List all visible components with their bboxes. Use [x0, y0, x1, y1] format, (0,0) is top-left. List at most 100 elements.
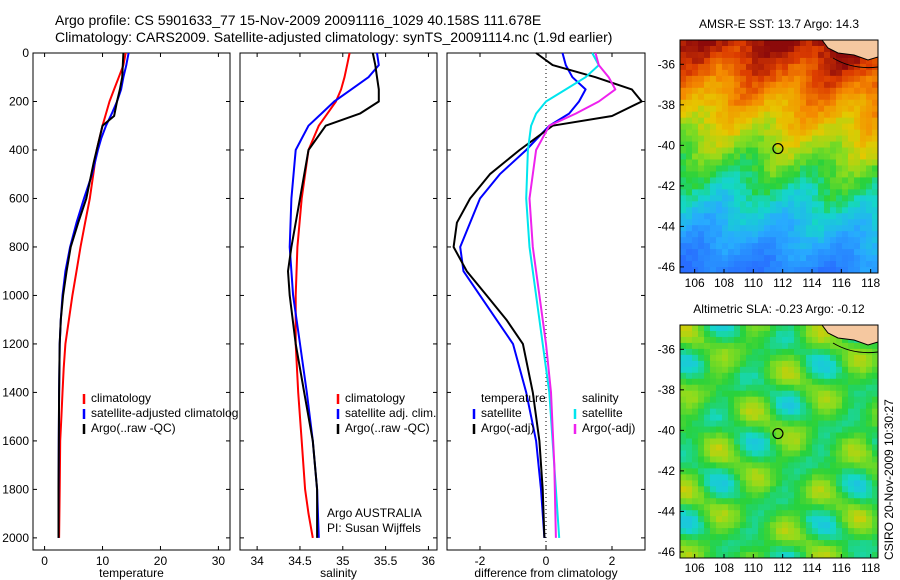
- legend-heading: temperature: [481, 391, 546, 405]
- argo-position-marker: [772, 142, 784, 155]
- y-tick-label: 600: [9, 191, 29, 205]
- sst-map-y-tick-label: -40: [658, 138, 676, 152]
- header-line1: Argo profile: CS 5901633_77 15-Nov-2009 …: [55, 12, 542, 28]
- y-tick-label: 1200: [2, 337, 29, 351]
- salinity-x-axis-label: salinity: [320, 566, 357, 580]
- sla-map-y-tick-label: -40: [658, 423, 676, 437]
- legend-entry: climatology: [345, 391, 405, 405]
- sst-map-x-tick-label: 110: [744, 276, 763, 290]
- legend-entry: satellite adj. clim.: [345, 406, 436, 420]
- sst-map-y-tick-label: -44: [658, 219, 676, 233]
- isobath-line: [832, 342, 878, 354]
- y-tick-label: 1600: [2, 434, 29, 448]
- series-line-salinity-argo-adj-: [528, 52, 617, 538]
- sla-map-x-tick-label: 116: [832, 561, 851, 575]
- y-tick-label: 1800: [2, 482, 29, 496]
- sst-map-y-tick-label: -46: [658, 260, 676, 274]
- salinity-x-tick-label: 36: [422, 554, 436, 568]
- panel-sla-map: Altimetric SLA: -0.23 Argo: -0.12 106 108 1…: [658, 302, 881, 575]
- temperature-x-tick-label: 10: [96, 554, 110, 568]
- argo-position-marker: [772, 427, 784, 440]
- panel-sst-map: AMSR-E SST: 13.7 Argo: 14.3 106 108 110 112 1…: [658, 17, 881, 290]
- argo-country-annotation: Argo AUSTRALIA: [327, 506, 422, 520]
- y-tick-label: 200: [9, 94, 29, 108]
- salinity-x-tick-label: 34: [250, 554, 264, 568]
- salinity-x-tick-label: 35.5: [374, 554, 398, 568]
- sla-map-x-tick-label: 112: [773, 561, 792, 575]
- sla-map-x-tick-label: 114: [802, 561, 821, 575]
- series-line-argo-raw-qc-: [287, 52, 380, 538]
- legend-heading: salinity: [582, 391, 619, 405]
- sst-map-heatmap: [680, 40, 878, 273]
- temperature-x-tick-label: 0: [41, 554, 48, 568]
- sst-map-x-tick-label: 108: [714, 276, 734, 290]
- difference-x-tick-label: -2: [475, 554, 486, 568]
- header-line2: Climatology: CARS2009. Satellite-adjuste…: [55, 29, 613, 45]
- isobath-line: [832, 57, 878, 69]
- sst-map-x-tick-label: 116: [832, 276, 851, 290]
- y-tick-label: 2000: [2, 531, 29, 545]
- sla-map-x-tick-label: 118: [861, 561, 880, 575]
- series-line-temperature-satellite: [459, 52, 587, 538]
- sst-map-x-tick-label: 106: [685, 276, 705, 290]
- sla-map-frame: [679, 324, 879, 559]
- series-line-climatology: [294, 52, 351, 539]
- legend-entry: Argo(-adj): [582, 421, 635, 435]
- sla-map-x-tick-label: 108: [714, 561, 734, 575]
- y-tick-label: 1000: [2, 288, 29, 302]
- land-patch: [821, 325, 878, 346]
- sst-map-title: AMSR-E SST: 13.7 Argo: 14.3: [699, 17, 859, 31]
- salinity-x-tick-label: 34.5: [288, 554, 312, 568]
- temperature-x-tick-label: 20: [154, 554, 168, 568]
- series-line-satellite-adj-clim-: [288, 52, 380, 538]
- salinity-frame: [239, 52, 438, 551]
- sst-map-y-tick-label: -38: [658, 98, 676, 112]
- series-line-salinity-satellite: [525, 52, 600, 538]
- temperature-frame: [32, 52, 231, 551]
- difference-x-tick-label: 2: [609, 554, 616, 568]
- sst-map-y-tick-label: -36: [658, 57, 676, 71]
- legend-entry: Argo(-adj): [481, 421, 534, 435]
- series-line-argo-raw-qc-: [57, 52, 125, 538]
- series-line-temperature-argo-adj-: [452, 52, 643, 538]
- sla-map-y-tick-label: -36: [658, 342, 676, 356]
- difference-legend: temperaturesatelliteArgo(-adj)salinitysa…: [472, 391, 635, 435]
- temperature-x-axis-label: temperature: [99, 566, 164, 580]
- sst-map-y-tick-label: -42: [658, 179, 676, 193]
- panel-temperature: 0 10 20 30 temperature: [32, 52, 231, 580]
- sla-map-title: Altimetric SLA: -0.23 Argo: -0.12: [693, 302, 865, 316]
- legend-entry: Argo(..raw -QC): [91, 421, 176, 435]
- panel-salinity: 34 34.5 35 35.5 36 salinity: [239, 52, 438, 580]
- legend-entry: Argo(..raw -QC): [345, 421, 430, 435]
- sla-map-y-tick-label: -42: [658, 464, 676, 478]
- difference-x-axis-label: difference from climatology: [474, 566, 617, 580]
- sst-map-x-tick-label: 114: [802, 276, 821, 290]
- y-tick-label: 0: [22, 46, 29, 60]
- sla-map-x-tick-label: 106: [685, 561, 705, 575]
- sla-map-heatmap: [680, 325, 878, 558]
- temperature-x-tick-label: 30: [212, 554, 226, 568]
- sla-map-y-tick-label: -46: [658, 545, 676, 559]
- y-tick-label: 400: [9, 143, 29, 157]
- y-tick-label: 800: [9, 240, 29, 254]
- sla-map-y-tick-label: -38: [658, 383, 676, 397]
- legend-entry: climatology: [91, 391, 151, 405]
- legend-entry: satellite-adjusted climatolog: [91, 406, 238, 420]
- difference-x-tick-label: 0: [543, 554, 550, 568]
- sst-map-x-tick-label: 118: [861, 276, 880, 290]
- pi-annotation: PI: Susan Wijffels: [327, 521, 421, 535]
- salinity-x-tick-label: 35: [336, 554, 350, 568]
- legend-entry: satellite: [582, 406, 623, 420]
- legend-entry: satellite: [481, 406, 522, 420]
- sst-map-frame: [679, 39, 879, 274]
- y-tick-label: 1400: [2, 385, 29, 399]
- series-line-climatology: [58, 52, 127, 538]
- land-patch: [821, 40, 878, 61]
- sla-map-y-tick-label: -44: [658, 504, 676, 518]
- sst-map-x-tick-label: 112: [773, 276, 792, 290]
- sla-map-x-tick-label: 110: [744, 561, 763, 575]
